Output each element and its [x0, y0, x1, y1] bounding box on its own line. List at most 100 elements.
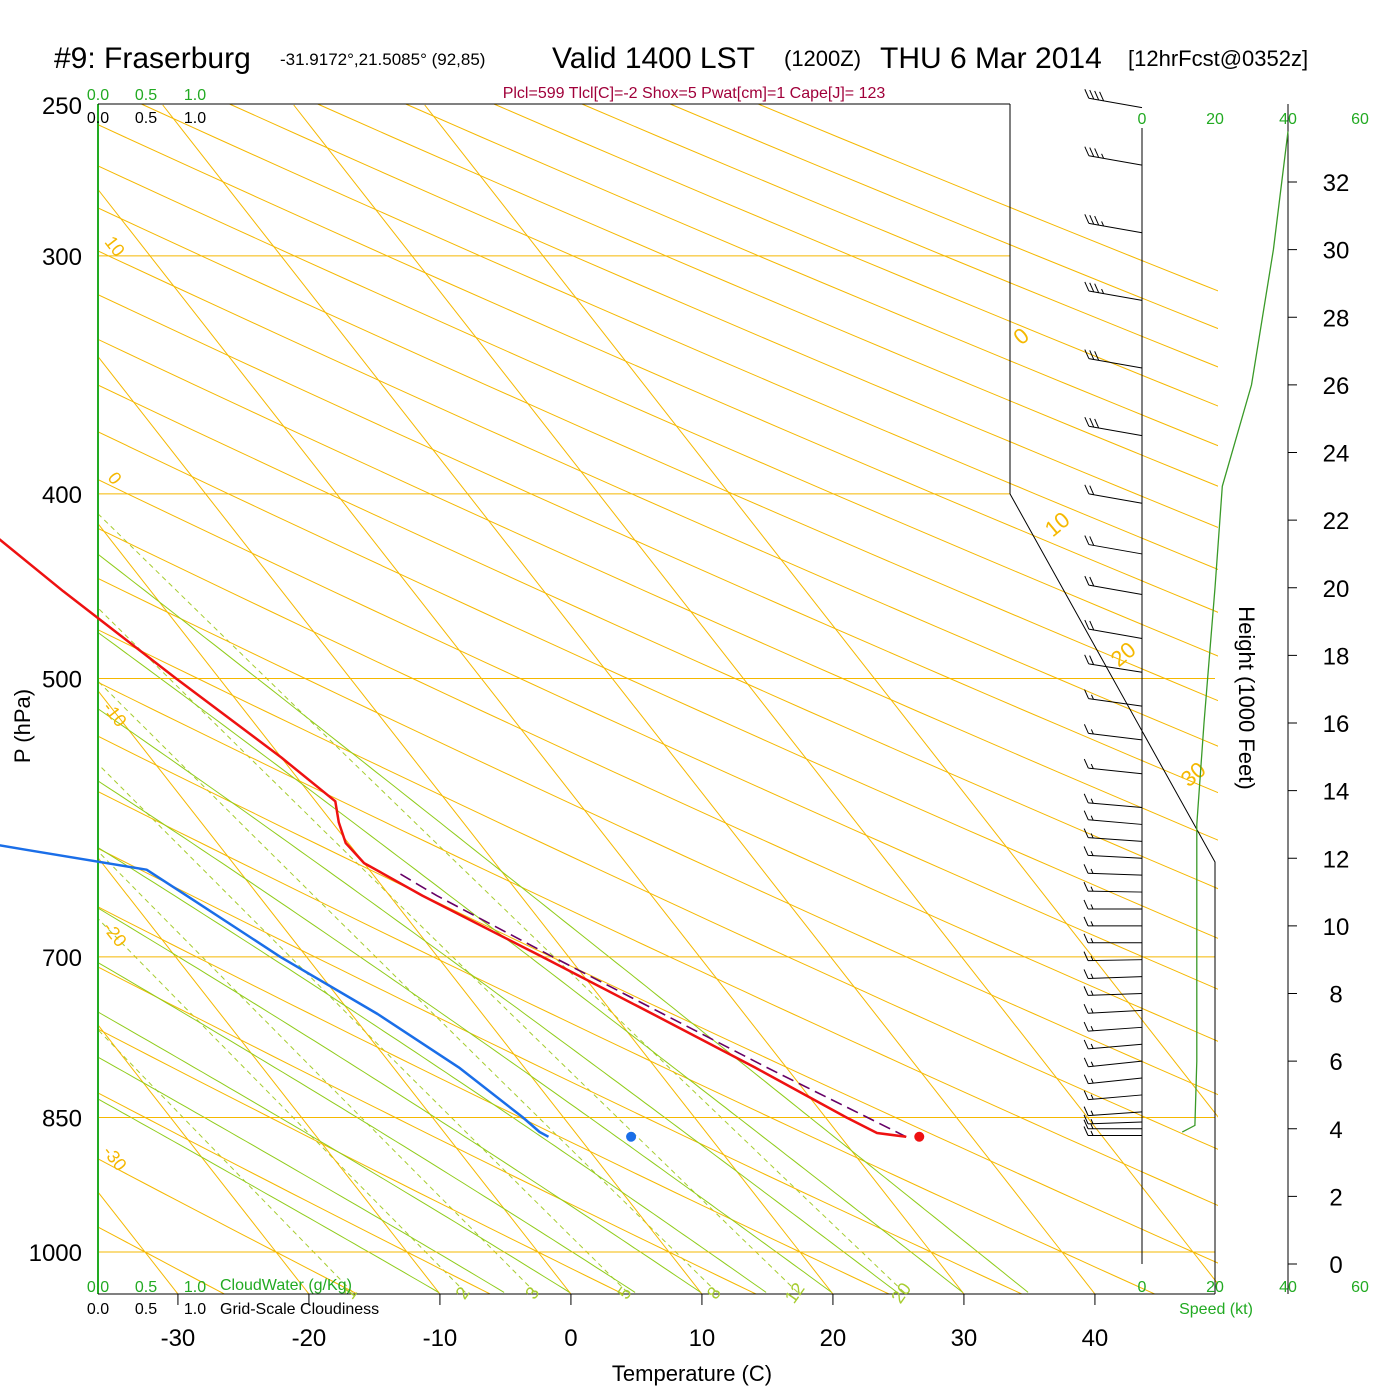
wind-barb: [1083, 951, 1143, 962]
wind-barb-feather: [1089, 576, 1095, 587]
wind-barb-half-feather: [1090, 833, 1094, 839]
wind-barb-staff: [1088, 854, 1143, 859]
wind-barb-half-feather: [1091, 694, 1094, 700]
wind-barb-feather: [1084, 619, 1090, 630]
wind-barb-feather: [1083, 986, 1089, 996]
wind-barb: [1084, 654, 1143, 673]
height-tick-label: 6: [1329, 1049, 1342, 1076]
wind-barb-staff: [1088, 1009, 1143, 1014]
wind-barb-half-feather: [1090, 763, 1094, 769]
wind-barb-feather: [1094, 148, 1100, 158]
wind-barb-feather: [1083, 1090, 1089, 1100]
speed-tick-top: 20: [1206, 111, 1224, 128]
dry-adiabat-line: [98, 906, 891, 1294]
wind-barb-feather: [1083, 933, 1089, 943]
wind-barb-half-feather: [1090, 1130, 1094, 1136]
mixing-ratio-line: [98, 850, 536, 1293]
wind-barb-feather: [1089, 147, 1095, 157]
wind-barb-feather: [1089, 655, 1095, 665]
height-tick-label: 24: [1323, 441, 1350, 468]
isotherm-line: [799, 1251, 834, 1294]
wind-barb: [1083, 724, 1143, 741]
wind-barb-staff: [1088, 767, 1143, 775]
wind-barb-feather: [1083, 1074, 1089, 1084]
wind-barb: [1083, 864, 1143, 876]
wind-barb-staff: [1088, 1060, 1143, 1068]
wind-barb-staff: [1088, 802, 1143, 809]
wind-barb-feather: [1083, 724, 1089, 734]
isobar-lines: [98, 255, 1215, 1253]
wind-barb: [1084, 281, 1143, 301]
height-tick-label: 16: [1323, 711, 1350, 738]
wind-barb-staff: [1088, 1094, 1143, 1101]
y-axis-title: P (hPa): [10, 689, 35, 763]
cloudwater-tick-bottom: 0.0: [87, 1279, 109, 1296]
dry-adiabat-line: [98, 124, 1218, 613]
wind-barb-feather: [1084, 575, 1090, 586]
isotherm-line: [98, 857, 408, 1253]
wind-barb-half-feather: [1090, 990, 1094, 996]
wind-barb: [1084, 619, 1143, 639]
wind-barb-staff: [1088, 698, 1143, 707]
forecast-info: [12hrFcst@0352z]: [1128, 46, 1308, 71]
wind-barb-staff: [1088, 1077, 1143, 1085]
cloudiness-tick-top: 0.5: [135, 110, 157, 127]
wind-barb-feather: [1089, 282, 1095, 293]
moist-adiabat-line: [98, 907, 701, 1293]
wind-barb-half-feather: [1090, 938, 1094, 943]
temperature-axis: -30 -20 -10 0 10 20 30 40: [161, 1294, 1108, 1352]
dewpoint-profile-line: [0, 844, 550, 1138]
wind-barb-feather: [1089, 536, 1095, 546]
speed-tick-top: 0: [1138, 111, 1147, 128]
wind-barb-feather: [1094, 90, 1100, 101]
dry-adiabat-line: [316, 104, 1218, 487]
moist-adiabat-line: [98, 1011, 570, 1293]
wind-barb: [1083, 810, 1143, 825]
cloud-axis-top: 0.0 0.5 1.0 0.0 0.5 1.0: [87, 87, 206, 127]
isotherm-line: [1192, 1251, 1218, 1285]
plot-frame: [97, 103, 1289, 1295]
mixing-ratio-line: [98, 680, 718, 1293]
wind-barb-feather: [1089, 417, 1095, 428]
sounding-profiles: [0, 538, 925, 1142]
mixing-ratio-lines: [98, 513, 905, 1293]
wind-barb-feather: [1084, 281, 1090, 292]
moist-adiabat-line: [98, 780, 832, 1293]
speed-tick-top: 40: [1279, 111, 1297, 128]
wind-barb-feather: [1083, 951, 1089, 961]
wind-barb-staff: [1088, 1111, 1143, 1117]
wind-barb-half-feather: [1090, 1078, 1094, 1084]
wind-barb-feather: [1083, 969, 1089, 979]
temperature-tick-label: 20: [820, 1325, 847, 1352]
wind-barb: [1084, 689, 1143, 707]
dry-adiabat-line: [98, 681, 1218, 1207]
mixing-ratio-line: [98, 513, 905, 1293]
wind-barb-feather: [1089, 620, 1095, 631]
wind-barb-half-feather: [1090, 1026, 1094, 1031]
wind-barb-half-feather: [1090, 850, 1094, 856]
dry-adiabat-line: [98, 479, 1218, 990]
wind-barb-feather: [1084, 689, 1089, 699]
wind-barb-half-feather: [1090, 1094, 1094, 1100]
wind-barb-staff: [1088, 97, 1143, 109]
wind-barb-half-feather: [1090, 815, 1094, 821]
isotherm-line: [668, 1251, 703, 1294]
speed-axis-label: Speed (kt): [1179, 1301, 1253, 1318]
wind-barb-feather: [1089, 350, 1095, 360]
wind-barb-staff: [1088, 290, 1143, 301]
wind-barb-staff: [1088, 544, 1143, 555]
wind-speed-line: [1181, 131, 1289, 1133]
wind-barb: [1083, 846, 1143, 859]
wind-barb-feather: [1083, 1021, 1089, 1032]
wind-barb-staff: [1088, 222, 1143, 234]
dry-adiabat-line: [98, 165, 1218, 657]
wind-barb: [1083, 828, 1143, 842]
wind-barb-half-feather: [1090, 973, 1094, 979]
speed-tick-bottom: 40: [1279, 1279, 1297, 1296]
dry-adiabat-line: [98, 527, 1218, 1042]
dry-adiabat-line: [98, 431, 1218, 939]
wind-barb: [1083, 1021, 1143, 1032]
speed-axis: 0 20 40 60 0 20 40 60 Speed (kt): [1138, 111, 1369, 1318]
station-title: #9: Fraserburg: [54, 42, 251, 75]
